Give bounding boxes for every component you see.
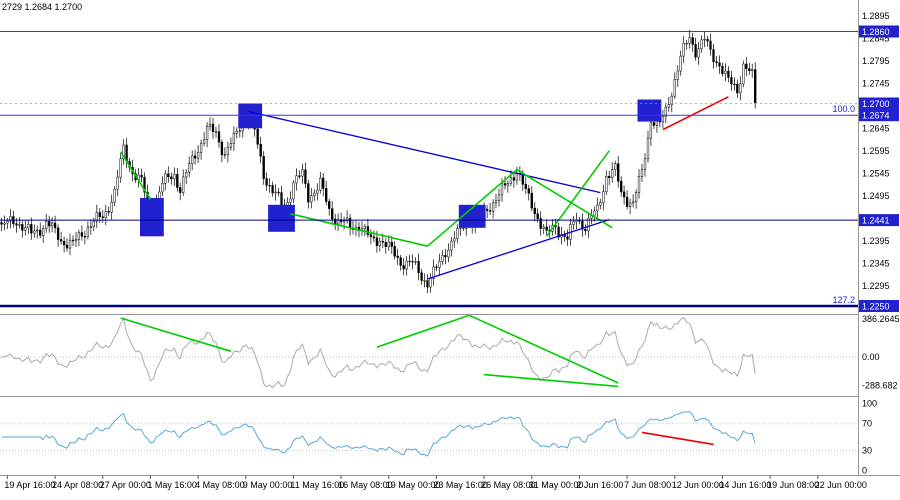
green-trendline[interactable] bbox=[120, 317, 232, 353]
time-scale-label: 16 May 08:00 bbox=[338, 480, 393, 490]
trend-lines[interactable] bbox=[120, 96, 729, 280]
green-trendline[interactable] bbox=[426, 169, 518, 247]
blue-trendline[interactable] bbox=[248, 110, 601, 194]
time-scale-label: 2 Jun 16:00 bbox=[576, 480, 623, 490]
price-badge-label: 1.2860 bbox=[862, 27, 890, 37]
indicator1-scale-label: 0.00 bbox=[862, 352, 880, 362]
indicator1-scale-label: -288.682 bbox=[862, 380, 898, 390]
time-scale-label: 1 May 16:00 bbox=[147, 480, 197, 490]
fib-level-label: 127.2 bbox=[832, 295, 855, 305]
price-scale-label: 1.2845 bbox=[862, 33, 890, 43]
indicator1-pane bbox=[0, 314, 858, 389]
price-badge bbox=[859, 25, 899, 38]
green-trendline[interactable] bbox=[376, 314, 470, 348]
indicator1-line bbox=[1, 316, 756, 389]
fib-level-label: 100.0 bbox=[832, 104, 855, 114]
red-trendline[interactable] bbox=[641, 431, 714, 446]
green-trendline[interactable] bbox=[546, 150, 610, 237]
time-scale-label: 12 Jun 00:00 bbox=[672, 480, 724, 490]
price-scale-label: 1.2545 bbox=[862, 168, 890, 178]
time-scale-label: 14 Jun 16:00 bbox=[719, 480, 771, 490]
time-scale-label: 4 May 08:00 bbox=[195, 480, 245, 490]
indicator1-scale-label: 386.2645 bbox=[862, 314, 900, 324]
green-trendline[interactable] bbox=[516, 169, 613, 229]
price-axis[interactable]: 1.2895 1.2845 1.2795 1.2745 1.2645 1.2595 1.25… bbox=[832, 0, 900, 476]
time-scale-label: 19 Jun 08:00 bbox=[767, 480, 819, 490]
indicator2-line bbox=[1, 411, 756, 457]
green-trendline[interactable] bbox=[468, 314, 619, 384]
price-scale-label: 1.2295 bbox=[862, 281, 890, 291]
price-badge bbox=[859, 214, 899, 227]
price-scale-label: 1.2795 bbox=[862, 56, 890, 66]
price-scale-label: 1.2595 bbox=[862, 146, 890, 156]
indicator2-pane bbox=[0, 411, 858, 457]
price-scale-label: 1.2895 bbox=[862, 11, 890, 21]
time-scale-label: 27 Apr 00:00 bbox=[100, 480, 151, 490]
price-scale-label: 1.2395 bbox=[862, 236, 890, 246]
horizontal-levels[interactable] bbox=[0, 31, 858, 308]
price-badge-label: 1.2674 bbox=[862, 111, 890, 121]
blue-square-marker[interactable] bbox=[268, 204, 295, 232]
price-badge-label: 1.2250 bbox=[862, 302, 890, 312]
blue-square-marker[interactable] bbox=[140, 198, 164, 237]
time-scale-label: 19 May 00:00 bbox=[386, 480, 441, 490]
indicator2-scale-label: 0 bbox=[862, 465, 867, 475]
price-scale-label: 1.2645 bbox=[862, 123, 890, 133]
candlesticks bbox=[0, 30, 757, 294]
price-badge-label: 1.2700 bbox=[862, 99, 890, 109]
green-trendline[interactable] bbox=[120, 151, 152, 200]
time-scale-label: 31 May 00:00 bbox=[529, 480, 584, 490]
price-scale-label: 1.2745 bbox=[862, 78, 890, 88]
blue-trendline[interactable] bbox=[427, 218, 610, 280]
indicator2-scale-label: 30 bbox=[862, 445, 872, 455]
time-scale-label: 22 Jun 00:00 bbox=[815, 480, 867, 490]
price-badge bbox=[859, 97, 899, 110]
analysis-rectangles[interactable] bbox=[140, 99, 662, 237]
time-scale-label: 23 May 16:00 bbox=[433, 480, 488, 490]
blue-square-marker[interactable] bbox=[458, 204, 486, 228]
blue-square-marker[interactable] bbox=[238, 103, 263, 129]
blue-square-marker[interactable] bbox=[637, 99, 662, 122]
price-scale-label: 1.2345 bbox=[862, 258, 890, 268]
price-badge-label: 1.2441 bbox=[862, 216, 890, 226]
price-scale-label: 1.2495 bbox=[862, 191, 890, 201]
price-badge bbox=[859, 300, 899, 312]
time-scale-label: 24 Apr 08:00 bbox=[52, 480, 103, 490]
time-scale-label: 11 May 16:00 bbox=[290, 480, 344, 490]
time-scale-label: 9 May 00:00 bbox=[243, 480, 293, 490]
time-scale-label: 26 May 08:00 bbox=[481, 480, 536, 490]
green-trendline[interactable] bbox=[290, 213, 428, 247]
time-scale-label: 7 Jun 08:00 bbox=[624, 480, 671, 490]
red-trendline[interactable] bbox=[662, 96, 729, 131]
price-badge bbox=[859, 109, 899, 122]
indicator2-scale-label: 70 bbox=[862, 419, 872, 429]
quote-info-text: 2729 1.2684 1.2700 bbox=[2, 2, 83, 12]
green-trendline[interactable] bbox=[484, 373, 619, 388]
time-scale-label: 19 Apr 16:00 bbox=[4, 480, 55, 490]
indicator2-scale-label: 100 bbox=[862, 399, 877, 409]
